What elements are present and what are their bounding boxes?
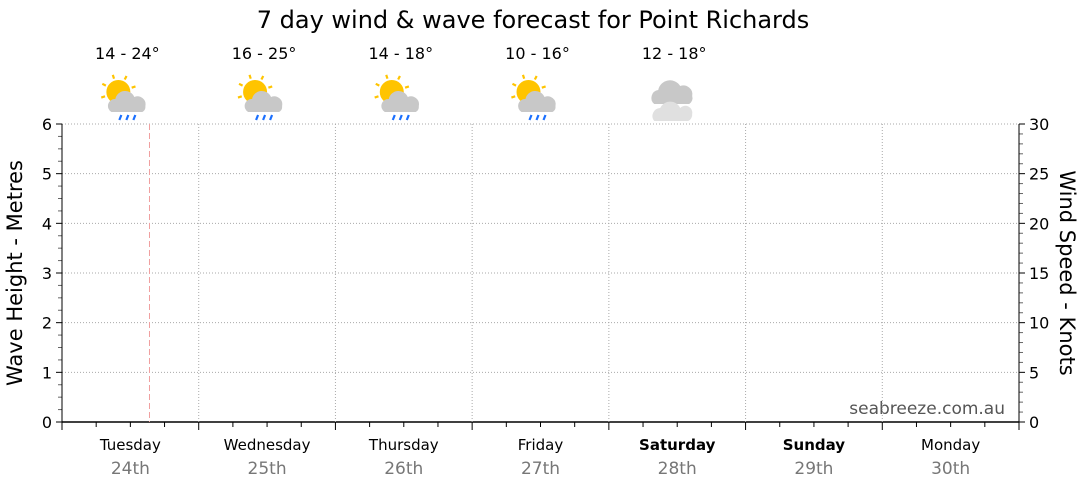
day-temperature: 16 - 25° [232,44,297,63]
rain-drop [269,114,274,121]
cloud [651,80,693,104]
y2-tick-label: 20 [1029,214,1049,233]
cloud [381,90,419,112]
sun-cloud-rain-icon [374,74,419,121]
sun-ray [131,85,136,89]
day-temperature: 12 - 18° [642,44,707,63]
cloud-icon [651,80,693,121]
day-date: 28th [658,459,697,479]
day-date: 26th [384,459,423,479]
y2-tick-label: 15 [1029,264,1049,283]
sun-ray [111,74,116,80]
day-temperature: 14 - 24° [95,44,160,63]
y-tick-label: 4 [42,214,52,233]
day-date: 30th [931,459,970,479]
rain-drop [262,114,267,121]
sun-ray [248,74,252,80]
rain-drop [132,114,137,121]
y-tick-label: 5 [42,165,52,184]
day-date: 25th [248,459,287,479]
cloud [518,90,556,112]
watermark: seabreeze.com.au [849,399,1005,419]
sun-ray [511,95,516,99]
sun-cloud-rain-icon [237,74,283,121]
rain-drop [542,114,547,121]
y2-axis-label: Wind Speed - Knots [1055,170,1079,375]
sun-ray [374,95,379,99]
day-name: Friday [518,436,564,454]
sun-ray [100,95,106,99]
sun-ray [375,82,380,87]
day-name: Tuesday [99,436,161,454]
cloud [652,101,693,121]
sun-cloud-rain-icon [100,74,146,121]
day-name: Wednesday [224,436,311,454]
sun-ray [237,95,243,99]
sun-ray [511,82,517,87]
rain-drop [391,114,396,121]
sun-ray [268,85,273,89]
day-temperature: 10 - 16° [505,44,570,63]
y2-tick-label: 0 [1029,413,1039,432]
rain-drop [255,114,260,121]
sun-ray [533,75,538,81]
day-name: Saturday [639,436,716,454]
rain-drop [535,114,540,121]
sun-ray [101,82,107,87]
day-date: 27th [521,459,560,479]
day-name: Sunday [783,436,846,454]
day-date: 24th [111,459,150,479]
sun-ray [521,74,526,80]
sun-ray [385,74,389,80]
sun-ray [541,85,546,89]
sun-cloud-rain-icon [511,74,556,121]
chart-title: 7 day wind & wave forecast for Point Ric… [257,6,810,34]
day-name: Monday [921,436,980,454]
rain-drop [125,114,130,121]
sun-ray [123,75,128,81]
cloud [107,90,146,112]
y-tick-label: 2 [42,314,52,333]
sun-ray [260,75,265,81]
sun-ray [397,75,401,81]
cloud [244,90,283,112]
sun-ray [404,85,410,89]
y2-tick-label: 5 [1029,363,1039,382]
y2-tick-label: 30 [1029,115,1049,134]
rain-drop [528,114,533,121]
day-temperature: 14 - 18° [368,44,433,63]
y2-tick-label: 25 [1029,165,1049,184]
y-tick-label: 0 [42,413,52,432]
rain-drop [118,114,123,121]
rain-drop [405,114,410,121]
day-date: 29th [794,459,833,479]
y-tick-label: 3 [42,264,52,283]
rain-drop [398,114,403,121]
y-axis-label: Wave Height - Metres [3,160,27,386]
day-name: Thursday [368,436,439,454]
y2-tick-label: 10 [1029,314,1049,333]
y-tick-label: 6 [42,115,52,134]
sun-ray [238,82,244,87]
y-tick-label: 1 [42,363,52,382]
